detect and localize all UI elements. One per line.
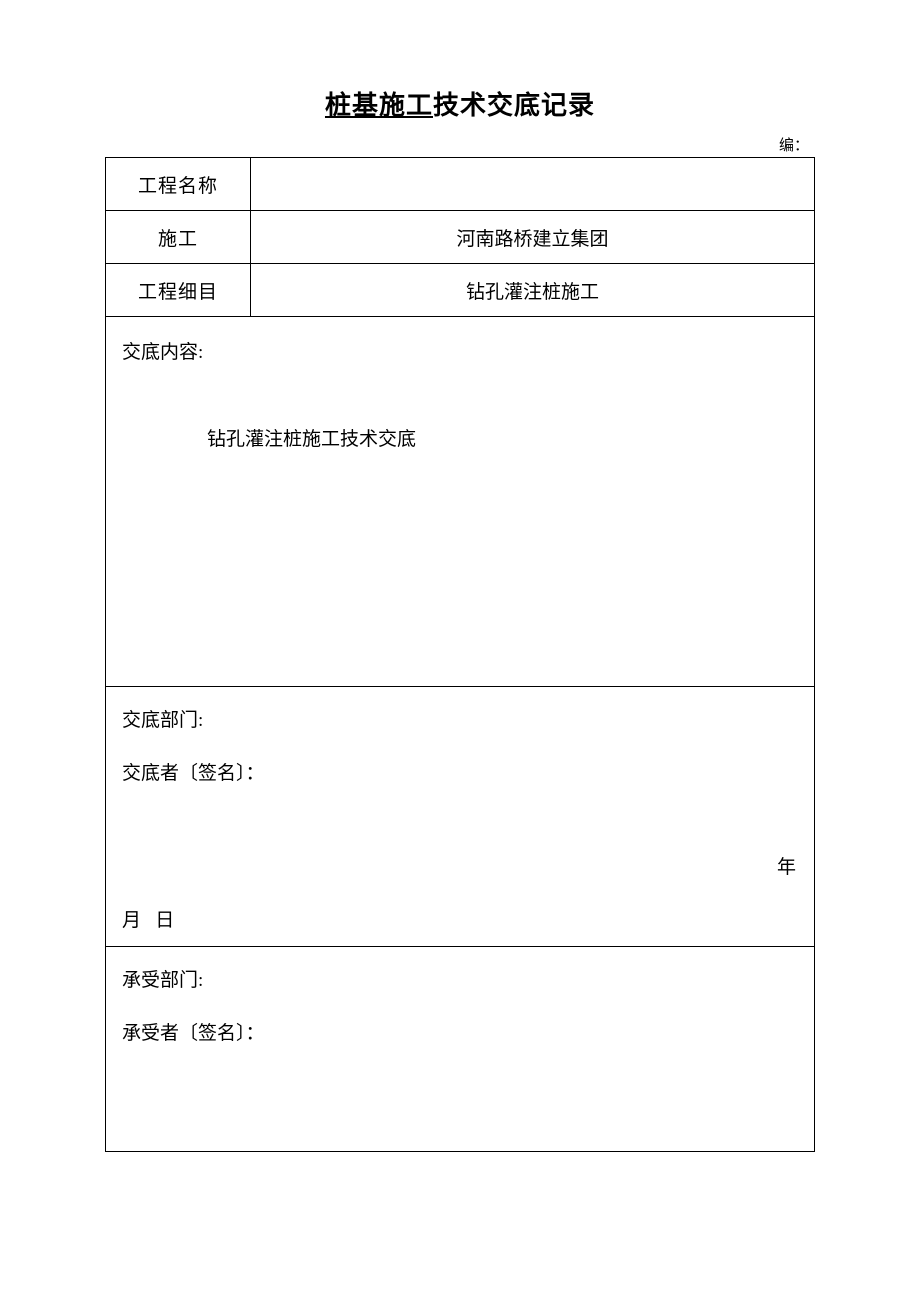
- delivery-row: 交底部门: 交底者〔签名〕： 年 月 日: [106, 687, 815, 947]
- project-detail-row: 工程细目 钻孔灌注桩施工: [106, 264, 815, 317]
- month-label: 月: [122, 910, 141, 931]
- project-detail-label: 工程细目: [106, 264, 251, 317]
- project-detail-value: 钻孔灌注桩施工: [251, 264, 815, 317]
- delivery-signer-label: 交底者〔签名〕：: [122, 758, 798, 785]
- year-label: 年: [777, 852, 796, 879]
- delivery-cell: 交底部门: 交底者〔签名〕： 年 月 日: [106, 687, 815, 947]
- serial-number-label: 编：: [105, 134, 815, 155]
- receive-cell: 承受部门: 承受者〔签名〕：: [106, 947, 815, 1152]
- title-rest-part: 技术交底记录: [433, 91, 595, 120]
- project-name-value: [251, 158, 815, 211]
- content-cell: 交底内容: 钻孔灌注桩施工技术交底: [106, 317, 815, 687]
- receive-row: 承受部门: 承受者〔签名〕：: [106, 947, 815, 1152]
- content-label: 交底内容:: [122, 337, 798, 364]
- delivery-dept-label: 交底部门:: [122, 705, 798, 732]
- project-name-row: 工程名称: [106, 158, 815, 211]
- project-name-label: 工程名称: [106, 158, 251, 211]
- receive-signer-label: 承受者〔签名〕：: [122, 1018, 798, 1045]
- content-row: 交底内容: 钻孔灌注桩施工技术交底: [106, 317, 815, 687]
- record-form-table: 工程名称 施工 河南路桥建立集团 工程细目 钻孔灌注桩施工 交底内容: 钻孔灌注…: [105, 157, 815, 1152]
- construction-value: 河南路桥建立集团: [251, 211, 815, 264]
- receive-dept-label: 承受部门:: [122, 965, 798, 992]
- construction-row: 施工 河南路桥建立集团: [106, 211, 815, 264]
- title-underlined-part: 桩基施工: [325, 91, 433, 120]
- construction-label: 施工: [106, 211, 251, 264]
- day-label: 日: [155, 910, 174, 931]
- content-body: 钻孔灌注桩施工技术交底: [122, 424, 798, 451]
- document-title: 桩基施工技术交底记录: [105, 85, 815, 122]
- month-day-label: 月 日: [122, 905, 174, 932]
